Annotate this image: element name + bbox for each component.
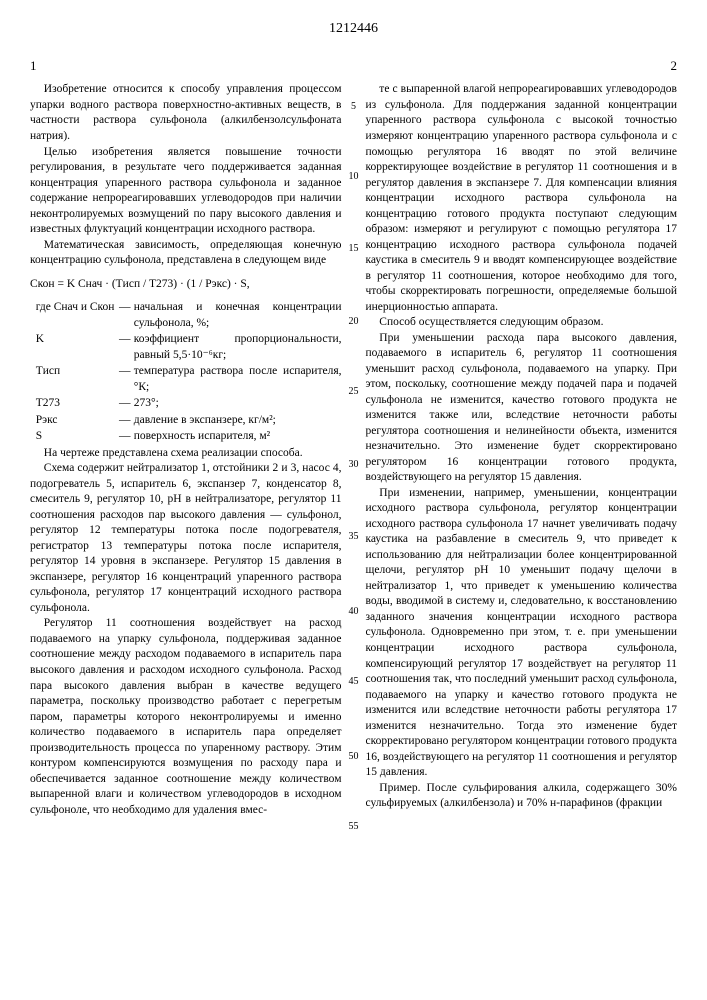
right-column: 2 те с выпаренной влагой непрореагировав… (366, 57, 678, 818)
def-sep: — (116, 364, 134, 395)
def-text: 273°; (134, 396, 342, 412)
def-term: Tисп (36, 364, 116, 395)
paragraph: При изменении, например, уменьшении, кон… (366, 486, 678, 781)
formula: Cкон = K Cнач · (Tисп / T273) · (1 / Pэк… (30, 277, 342, 293)
def-sep: — (116, 396, 134, 412)
page-number-right: 2 (366, 57, 678, 75)
def-sep: — (116, 413, 134, 429)
paragraph: Изобретение относится к способу управлен… (30, 82, 342, 144)
paragraph: те с выпаренной влагой непрореагировавши… (366, 82, 678, 315)
def-term: S (36, 429, 116, 445)
def-sep: — (116, 332, 134, 363)
def-sep: — (116, 300, 134, 331)
paragraph: Пример. После сульфирования алкила, соде… (366, 781, 678, 812)
def-sep: — (116, 429, 134, 445)
two-column-layout: 1 Изобретение относится к способу управл… (30, 57, 677, 818)
paragraph: Математическая зависимость, определяющая… (30, 238, 342, 269)
def-text: температура раствора после испарителя, °… (134, 364, 342, 395)
def-term: K (36, 332, 116, 363)
def-text: поверхность испарителя, м² (134, 429, 342, 445)
paragraph: Целью изобретения является повышение точ… (30, 145, 342, 238)
paragraph: Схема содержит нейтрализатор 1, отстойни… (30, 461, 342, 616)
patent-number: 1212446 (30, 20, 677, 39)
paragraph: На чертеже представлена схема реализации… (30, 446, 342, 462)
def-term: T273 (36, 396, 116, 412)
page-number-left: 1 (30, 57, 342, 75)
paragraph: При уменьшении расхода пара высокого дав… (366, 331, 678, 486)
line-mark: 55 (344, 820, 364, 834)
def-term: где Cнач и Cкон (36, 300, 116, 331)
paragraph: Способ осуществляется следующим образом. (366, 315, 678, 331)
def-text: давление в экспанзере, кг/м²; (134, 413, 342, 429)
paragraph: Регулятор 11 соотношения воздействует на… (30, 616, 342, 818)
def-term: Pэкс (36, 413, 116, 429)
definitions-block: где Cнач и Cкон—начальная и конечная кон… (36, 300, 342, 445)
left-column: 1 Изобретение относится к способу управл… (30, 57, 342, 818)
def-text: начальная и конечная концентрации сульфо… (134, 300, 342, 331)
def-text: коэффициент пропорциональности, равный 5… (134, 332, 342, 363)
